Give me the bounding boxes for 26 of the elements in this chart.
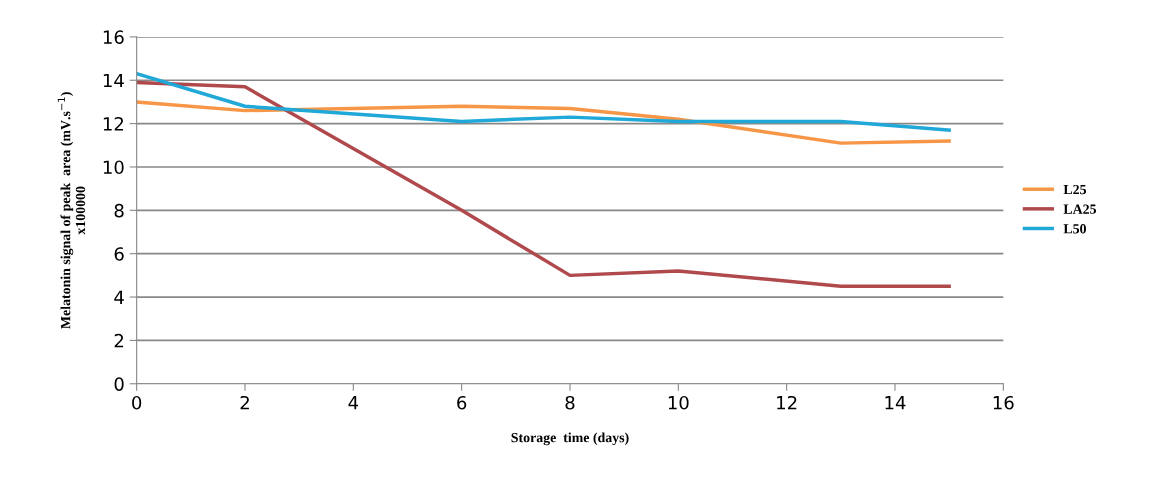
y-tick-label: 4 <box>114 290 124 304</box>
y-tick-label: 6 <box>114 247 124 261</box>
x-tick-label: 12 <box>777 395 797 410</box>
y-tick-label: 14 <box>103 73 124 88</box>
y-tick-label: 12 <box>103 117 124 131</box>
y-tick-label: 0 <box>114 377 124 391</box>
line-series <box>136 100 951 145</box>
x-axis-title: Storage time (days) <box>511 432 629 446</box>
y-tick-label: 8 <box>114 203 124 218</box>
line-series <box>136 72 951 132</box>
line-series <box>136 80 951 288</box>
x-tick-label: 8 <box>565 395 575 410</box>
x-tick-label: 2 <box>240 395 249 410</box>
x-tick-label: 0 <box>132 395 142 410</box>
legend-label: LA25 <box>1063 204 1097 214</box>
legend-label: L50 <box>1063 224 1086 234</box>
legend-label: L25 <box>1063 184 1087 195</box>
y-tick-label: 2 <box>114 333 124 348</box>
x-tick-label: 16 <box>993 395 1014 410</box>
y-tick-label: 10 <box>103 160 124 175</box>
x-tick-label: 4 <box>348 396 359 410</box>
x-tick-label: 6 <box>457 395 467 410</box>
x-tick-label: 14 <box>885 396 906 410</box>
text: Melatonin signal of peak area (mV.s$^{−1}$) x100000 <box>57 92 86 329</box>
x-tick-label: 10 <box>668 395 689 410</box>
y-tick-label: 16 <box>103 30 124 45</box>
